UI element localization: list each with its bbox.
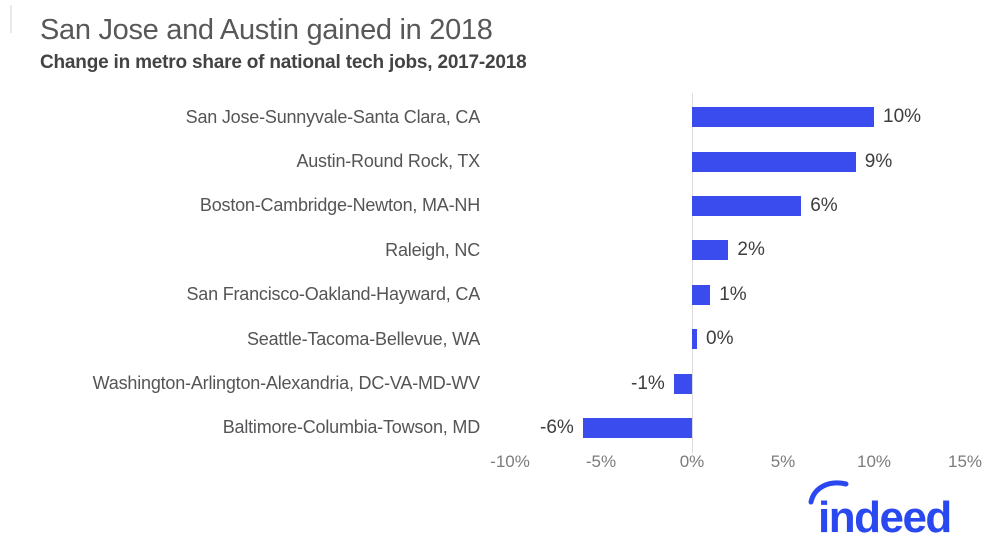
category-label: Seattle-Tacoma-Bellevue, WA xyxy=(246,328,480,349)
plot-area: -1% xyxy=(480,361,1000,405)
category-label: Baltimore-Columbia-Towson, MD xyxy=(222,417,480,438)
category-label: Austin-Round Rock, TX xyxy=(296,151,480,172)
plot-area: 6% xyxy=(480,184,1000,228)
chart-row: San Jose-Sunnyvale-Santa Clara, CA 10% xyxy=(0,95,1000,139)
chart-subtitle: Change in metro share of national tech j… xyxy=(40,52,527,73)
value-label: 9% xyxy=(864,150,893,172)
value-label: -1% xyxy=(631,372,665,394)
x-tick-label: -5% xyxy=(585,452,617,471)
indeed-logo: indeed xyxy=(808,480,952,540)
bar-chart: San Jose-Sunnyvale-Santa Clara, CA 10% Aus… xyxy=(0,93,1000,475)
value-label: 2% xyxy=(737,239,765,261)
stray-artifact-line xyxy=(10,5,12,33)
value-label: 0% xyxy=(706,328,734,350)
chart-row: Seattle-Tacoma-Bellevue, WA 0% xyxy=(0,317,1000,361)
bar xyxy=(692,151,856,172)
plot-area: 0% xyxy=(480,317,1000,361)
logo-wordmark: indeed xyxy=(818,493,951,540)
value-label: -6% xyxy=(540,416,574,438)
bar xyxy=(692,329,697,350)
x-tick-label: 15% xyxy=(947,452,983,471)
bar xyxy=(582,417,692,438)
plot-area: -6% xyxy=(480,406,1000,450)
chart-rows: San Jose-Sunnyvale-Santa Clara, CA 10% Aus… xyxy=(0,95,1000,450)
bar xyxy=(692,240,729,261)
plot-area: 1% xyxy=(480,273,1000,317)
category-label: Washington-Arlington-Alexandria, DC-VA-M… xyxy=(92,373,481,394)
logo-swoosh-icon xyxy=(808,480,849,505)
value-label: 10% xyxy=(883,106,922,128)
plot-area: 2% xyxy=(480,228,1000,272)
chart-row: San Francisco-Oakland-Hayward, CA 1% xyxy=(0,273,1000,317)
bar xyxy=(692,195,802,216)
chart-row: Washington-Arlington-Alexandria, DC-VA-M… xyxy=(0,361,1000,405)
x-axis: -10% -5% 0% 5% 10% 15% xyxy=(0,452,1000,474)
x-tick-label: 5% xyxy=(770,452,796,471)
bar xyxy=(692,284,711,305)
category-label: Boston-Cambridge-Newton, MA-NH xyxy=(199,195,480,216)
x-tick-label: 10% xyxy=(856,452,892,471)
plot-area: 9% xyxy=(480,139,1000,183)
chart-row: Baltimore-Columbia-Towson, MD -6% xyxy=(0,406,1000,450)
bar xyxy=(673,373,692,394)
value-label: 6% xyxy=(810,194,838,216)
x-tick-label: -10% xyxy=(490,452,530,471)
zero-gridline xyxy=(692,93,693,453)
category-label: San Francisco-Oakland-Hayward, CA xyxy=(186,284,480,305)
category-label: San Jose-Sunnyvale-Santa Clara, CA xyxy=(185,106,481,127)
chart-row: Austin-Round Rock, TX 9% xyxy=(0,139,1000,183)
chart-row: Raleigh, NC 2% xyxy=(0,228,1000,272)
bar xyxy=(692,107,874,128)
x-tick-label: 0% xyxy=(679,452,705,471)
chart-row: Boston-Cambridge-Newton, MA-NH 6% xyxy=(0,184,1000,228)
category-label: Raleigh, NC xyxy=(385,239,480,260)
chart-title: San Jose and Austin gained in 2018 xyxy=(40,14,493,46)
plot-area: 10% xyxy=(480,95,1000,139)
value-label: 1% xyxy=(719,283,747,305)
